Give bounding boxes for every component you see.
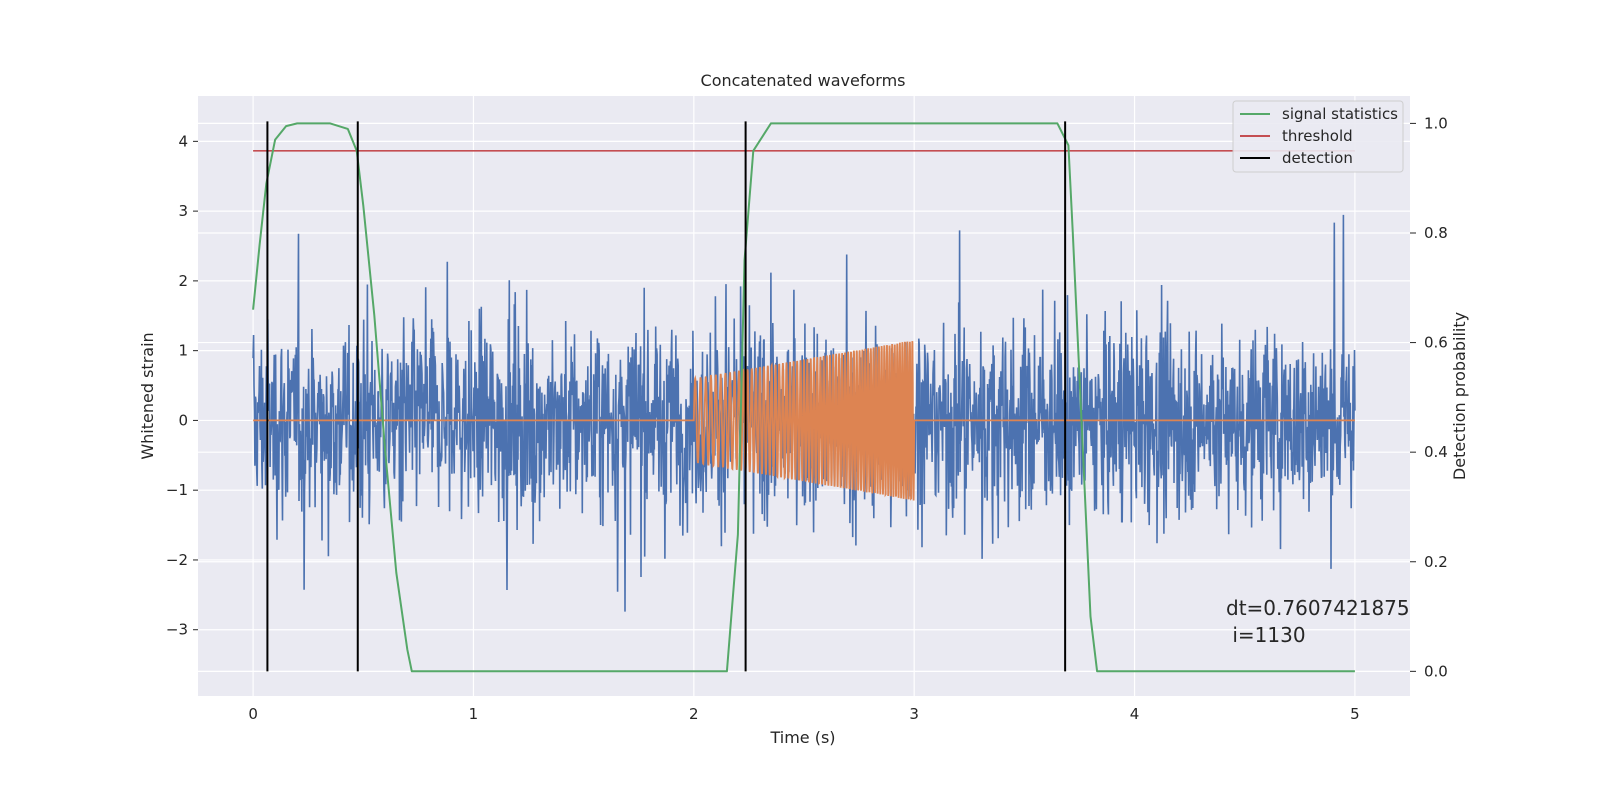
chart-title: Concatenated waveforms <box>701 71 906 90</box>
y2-tick-label: 0.0 <box>1424 662 1448 680</box>
y2-tick-label: 0.6 <box>1424 334 1448 352</box>
legend-box <box>1232 100 1404 173</box>
legend-label-threshold: threshold <box>1282 127 1353 145</box>
x-tick-label: 5 <box>1350 705 1360 723</box>
series-injected-chirp <box>253 341 1355 501</box>
y-tick-label: 3 <box>178 202 188 220</box>
y-axis-label: Whitened strain <box>138 332 157 459</box>
y-tick-label: −3 <box>166 621 188 639</box>
y2-axis-label: Detection probability <box>1450 312 1469 480</box>
y-tick-label: −1 <box>166 481 188 499</box>
y-tick-label: 1 <box>178 342 188 360</box>
y-tick-label: −2 <box>166 551 188 569</box>
y2-tick-label: 0.8 <box>1424 224 1448 242</box>
y-tick-label: 4 <box>178 132 188 150</box>
legend-label-detection: detection <box>1282 149 1353 167</box>
annotation-i: i=1130 <box>1226 623 1306 647</box>
series-layer <box>252 121 1356 673</box>
x-axis-label: Time (s) <box>769 728 835 747</box>
legend: signal statistics threshold detection <box>1232 100 1404 173</box>
x-tick-label: 0 <box>248 705 258 723</box>
y-tick-label: 0 <box>178 411 188 429</box>
y2-tick-label: 1.0 <box>1424 114 1448 132</box>
series-signal-statistics <box>252 122 1355 673</box>
x-tick-label: 1 <box>469 705 479 723</box>
legend-label-signal-statistics: signal statistics <box>1282 105 1398 123</box>
x-tick-label: 2 <box>689 705 699 723</box>
annotation-dt: dt=0.7607421875 <box>1226 596 1410 620</box>
x-tick-label: 4 <box>1130 705 1140 723</box>
x-tick-label: 3 <box>909 705 919 723</box>
y2-tick-label: 0.2 <box>1424 553 1448 571</box>
ticks: 0 1 2 3 4 5 4 3 2 1 0 −1 −2 −3 1.0 0.8 0.6 0.4 0.2 0.0 <box>166 114 1448 723</box>
y-tick-label: 2 <box>178 272 188 290</box>
y2-tick-label: 0.4 <box>1424 443 1448 461</box>
